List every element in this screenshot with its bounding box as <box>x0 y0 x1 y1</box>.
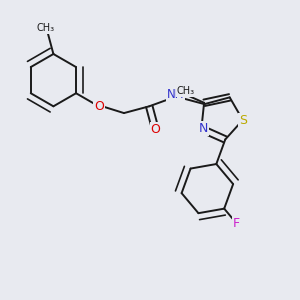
Text: O: O <box>150 122 160 136</box>
Text: O: O <box>94 100 104 113</box>
Text: CH₃: CH₃ <box>176 86 194 96</box>
Text: CH₃: CH₃ <box>37 23 55 33</box>
Text: N: N <box>199 122 208 135</box>
Text: NH: NH <box>167 88 184 101</box>
Text: S: S <box>239 113 247 127</box>
Text: F: F <box>233 217 240 230</box>
